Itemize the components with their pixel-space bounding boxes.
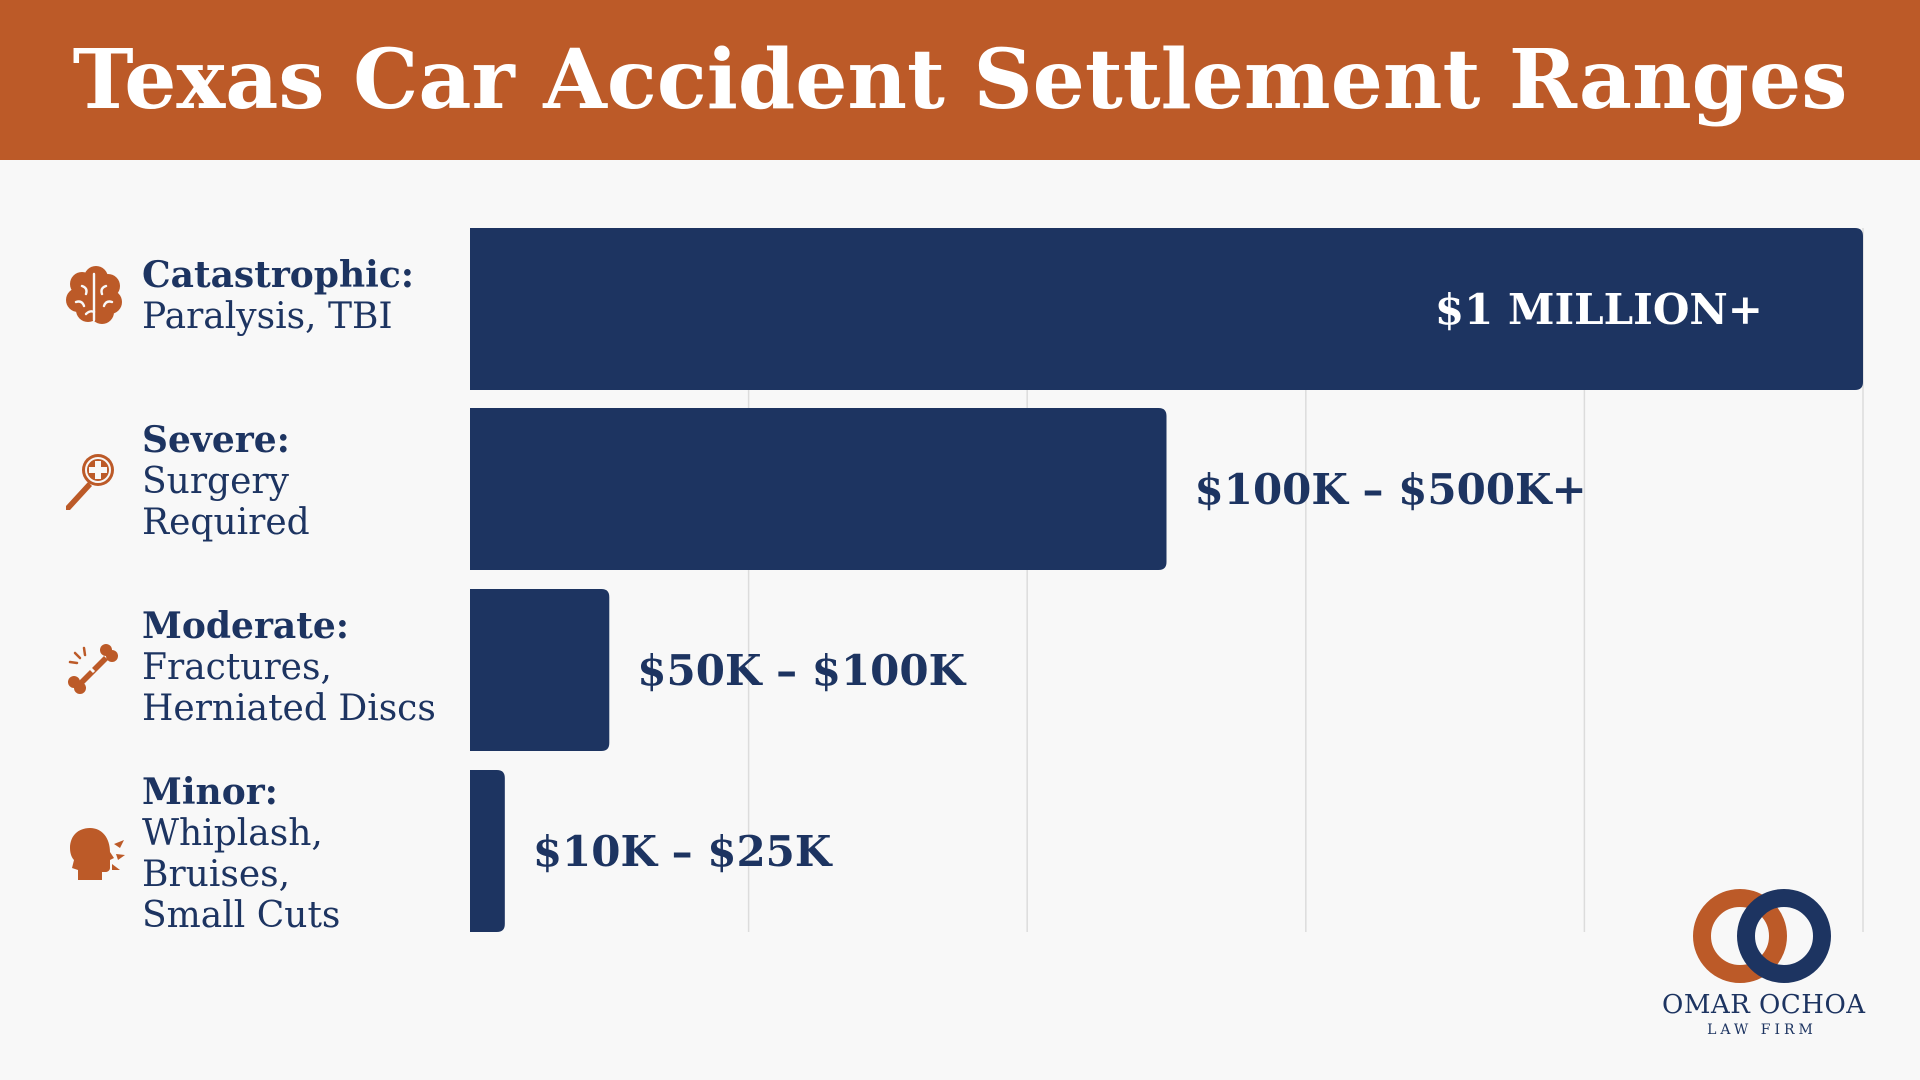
- bar-value-label: $10K – $25K: [533, 827, 833, 876]
- category-text: Catastrophic: Paralysis, TBI: [142, 254, 415, 338]
- category-catastrophic: Catastrophic: Paralysis, TBI: [62, 255, 462, 337]
- logo-firm-subtitle: LAW FIRM: [1707, 1022, 1817, 1038]
- logo-firm-name: OMAR OCHOA: [1662, 990, 1866, 1020]
- category-severe: Severe: Surgery Required: [62, 420, 462, 543]
- bar: [470, 770, 505, 932]
- severity-label: Severe:: [142, 419, 290, 461]
- bars: [470, 228, 1863, 932]
- bar-value-labels: $1 MILLION+ $100K – $500K+ $50K – $100K $10…: [533, 285, 1763, 876]
- bar: [470, 408, 1167, 570]
- bar-value-label: $50K – $100K: [637, 646, 966, 695]
- injury-description: Surgery Required: [142, 461, 310, 543]
- bar-value-label: $100K – $500K+: [1195, 465, 1587, 514]
- bar-value-label: $1 MILLION+: [1435, 285, 1763, 334]
- injury-description: Whiplash, Bruises, Small Cuts: [142, 813, 341, 936]
- firm-logo: OMAR OCHOA LAW FIRM: [1662, 884, 1866, 1044]
- brain-icon: [66, 266, 122, 324]
- page-title: Texas Car Accident Settlement Ranges: [72, 32, 1848, 128]
- category-minor: Minor: Whiplash, Bruises, Small Cuts: [62, 772, 462, 936]
- bone-icon: [68, 643, 118, 694]
- category-moderate: Moderate: Fractures, Herniated Discs: [62, 606, 462, 729]
- bar: [470, 228, 1863, 390]
- injury-description: Paralysis, TBI: [142, 296, 393, 337]
- title-banner: [0, 0, 1920, 160]
- scalpel-icon: [66, 453, 114, 510]
- severity-label: Catastrophic:: [142, 254, 415, 296]
- severity-label: Minor:: [142, 771, 278, 813]
- severity-label: Moderate:: [142, 605, 350, 647]
- rings-icon: [1693, 889, 1831, 983]
- bar: [470, 589, 610, 751]
- category-text: Minor: Whiplash, Bruises, Small Cuts: [142, 771, 341, 937]
- category-text: Severe: Surgery Required: [142, 419, 310, 544]
- injury-description: Fractures, Herniated Discs: [142, 647, 436, 729]
- category-text: Moderate: Fractures, Herniated Discs: [142, 605, 436, 730]
- whiplash-icon: [70, 828, 125, 880]
